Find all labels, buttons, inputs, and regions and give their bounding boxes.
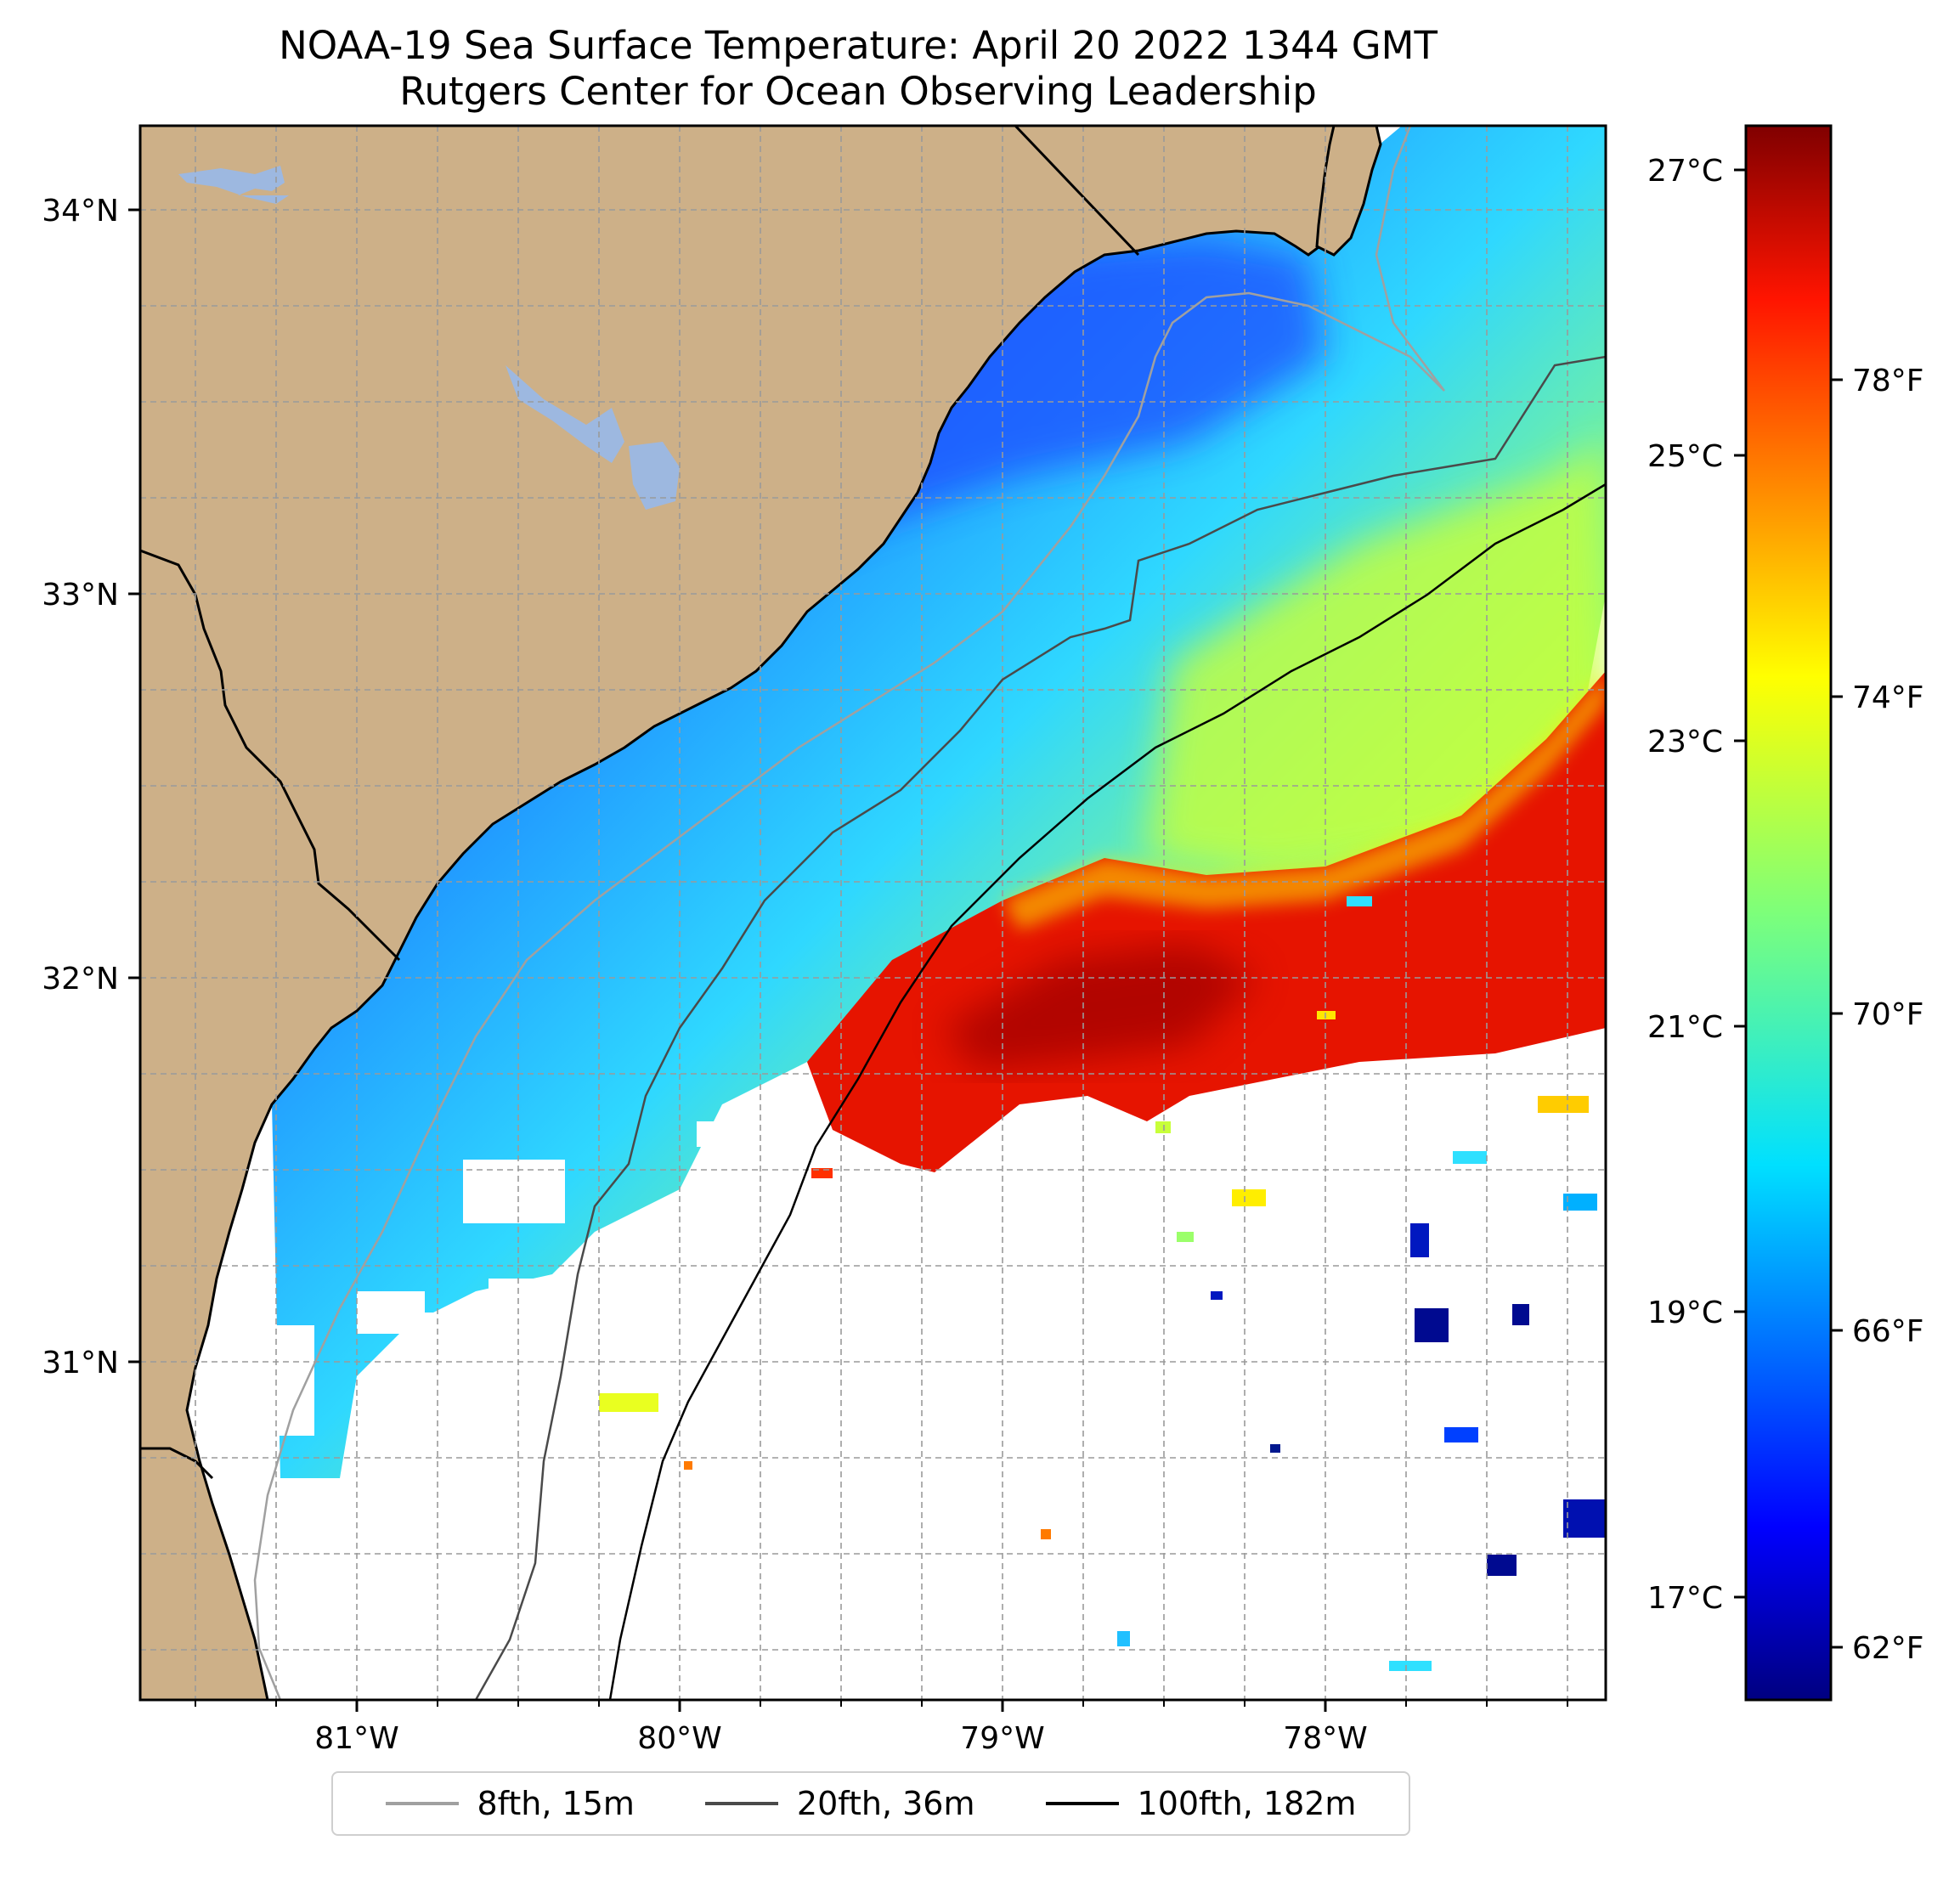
contour-20fth <box>474 355 1606 1700</box>
colorbar-celsius-ticks <box>1734 168 1746 1599</box>
cbar-f-66: 66°F <box>1852 1314 1924 1349</box>
land-west <box>140 126 1378 1700</box>
cbar-c-27: 27°C <box>1647 154 1723 189</box>
legend-item-20fth: 20fth, 36m <box>704 1785 975 1822</box>
sst-scattered-pixels <box>153 896 1606 1671</box>
chart-title: NOAA-19 Sea Surface Temperature: April 2… <box>279 23 1438 68</box>
cbar-c-25: 25°C <box>1647 439 1723 474</box>
cbar-c-21: 21°C <box>1647 1010 1723 1045</box>
colorbar-fahrenheit-ticks <box>1831 378 1843 1649</box>
lon-label-78w: 78°W <box>1283 1721 1367 1756</box>
axis-ticks <box>128 208 1327 1712</box>
cbar-c-19: 19°C <box>1647 1296 1723 1330</box>
inland-lakes <box>178 166 680 510</box>
lon-label-80w: 80°W <box>637 1721 721 1756</box>
lon-label-81w: 81°W <box>314 1721 398 1756</box>
contour-legend: 8fth, 15m 20fth, 36m 100fth, 182m <box>331 1771 1410 1836</box>
sst-warm-front <box>1147 442 1606 875</box>
lat-label-34n: 34°N <box>42 194 119 229</box>
sst-gulf-stream-edge <box>1003 671 1606 930</box>
sst-gulf-stream-core <box>943 943 1257 1070</box>
colorbar <box>1744 124 1833 1702</box>
legend-label-8fth: 8fth, 15m <box>477 1785 635 1822</box>
contour-100fth <box>608 483 1606 1700</box>
cbar-c-23: 23°C <box>1647 725 1723 759</box>
map-frame <box>138 124 1607 1702</box>
legend-swatch-20fth <box>704 1802 778 1805</box>
cbar-f-74: 74°F <box>1852 680 1924 715</box>
sst-cool-shelf <box>272 126 1606 1478</box>
lat-label-33n: 33°N <box>42 578 119 613</box>
lat-label-32n: 32°N <box>42 962 119 996</box>
minor-ticks <box>195 1700 1568 1707</box>
bathymetry-contours <box>253 126 1606 1700</box>
graticule <box>140 126 1606 1700</box>
contour-8fth <box>253 126 1445 1700</box>
legend-swatch-100fth <box>1045 1802 1119 1805</box>
cloud-gaps <box>212 1121 748 1487</box>
cbar-f-70: 70°F <box>1852 997 1924 1032</box>
lon-label-79w: 79°W <box>960 1721 1044 1756</box>
lat-label-31n: 31°N <box>42 1346 119 1380</box>
legend-label-100fth: 100fth, 182m <box>1137 1785 1357 1822</box>
land-northeast <box>1315 126 1382 257</box>
legend-label-20fth: 20fth, 36m <box>796 1785 975 1822</box>
cbar-f-62: 62°F <box>1852 1631 1924 1666</box>
legend-item-100fth: 100fth, 182m <box>1045 1785 1357 1822</box>
cbar-f-78: 78°F <box>1852 364 1924 398</box>
chart-subtitle: Rutgers Center for Ocean Observing Leade… <box>399 69 1317 114</box>
legend-swatch-8fth <box>385 1802 459 1805</box>
cbar-c-17: 17°C <box>1647 1581 1723 1616</box>
legend-item-8fth: 8fth, 15m <box>385 1785 635 1822</box>
state-borders <box>140 126 1140 1480</box>
